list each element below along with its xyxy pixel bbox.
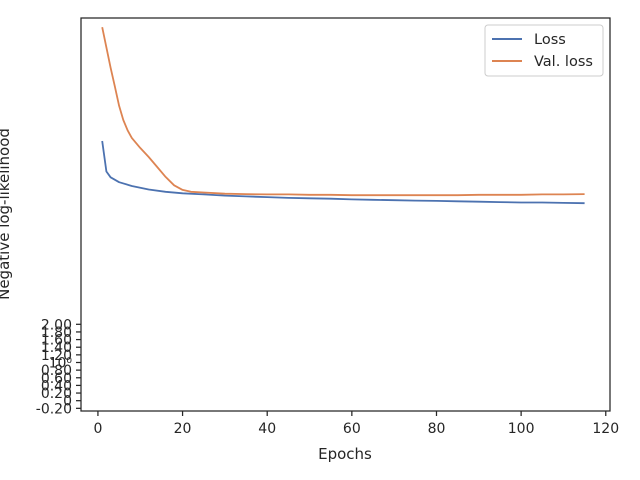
y-tick-label: -0.20 [36, 401, 72, 417]
x-tick-label: 60 [343, 421, 361, 437]
plot-frame [80, 17, 611, 412]
legend-label-val-loss: Val. loss [534, 54, 593, 70]
x-tick-label: 20 [174, 421, 192, 437]
plot-background [81, 18, 610, 411]
x-tick-label: 40 [258, 421, 276, 437]
x-tick-label: 80 [428, 421, 446, 437]
y-axis-ticks: -0.2000.200.400.600.8010⁰1.201.401.601.8… [36, 317, 81, 417]
y-tick-label: 1.20 [41, 348, 72, 364]
y-tick-label: 0 [63, 394, 72, 410]
x-axis-ticks: 0 20 40 60 80 100 120 [93, 411, 619, 437]
y-tick-label: 2.00 [41, 317, 72, 333]
x-tick-label: 0 [93, 421, 102, 437]
y-tick-label: 1.80 [41, 325, 72, 341]
legend-box [484, 24, 604, 77]
y-axis-label: Negative log-likelihood [0, 128, 13, 300]
series-line-loss [101, 140, 585, 205]
series-layer [101, 27, 585, 205]
y-tick-label: 0.80 [41, 363, 72, 379]
y-tick-label: 0.60 [41, 371, 72, 387]
y-tick-label: 0.40 [41, 378, 72, 394]
y-tick-label: 1.40 [41, 340, 72, 356]
x-tick-label: 100 [508, 421, 535, 437]
legend-label-loss: Loss [534, 32, 566, 48]
y-tick-label: 10⁰ [49, 355, 73, 371]
y-tick-label: 0.20 [41, 386, 72, 402]
x-axis-label: Epochs [318, 445, 372, 463]
x-tick-label: 120 [592, 421, 619, 437]
legend: Loss Val. loss [484, 24, 604, 77]
series-line-val-loss [101, 27, 585, 197]
y-tick-label: 1.60 [41, 333, 72, 349]
